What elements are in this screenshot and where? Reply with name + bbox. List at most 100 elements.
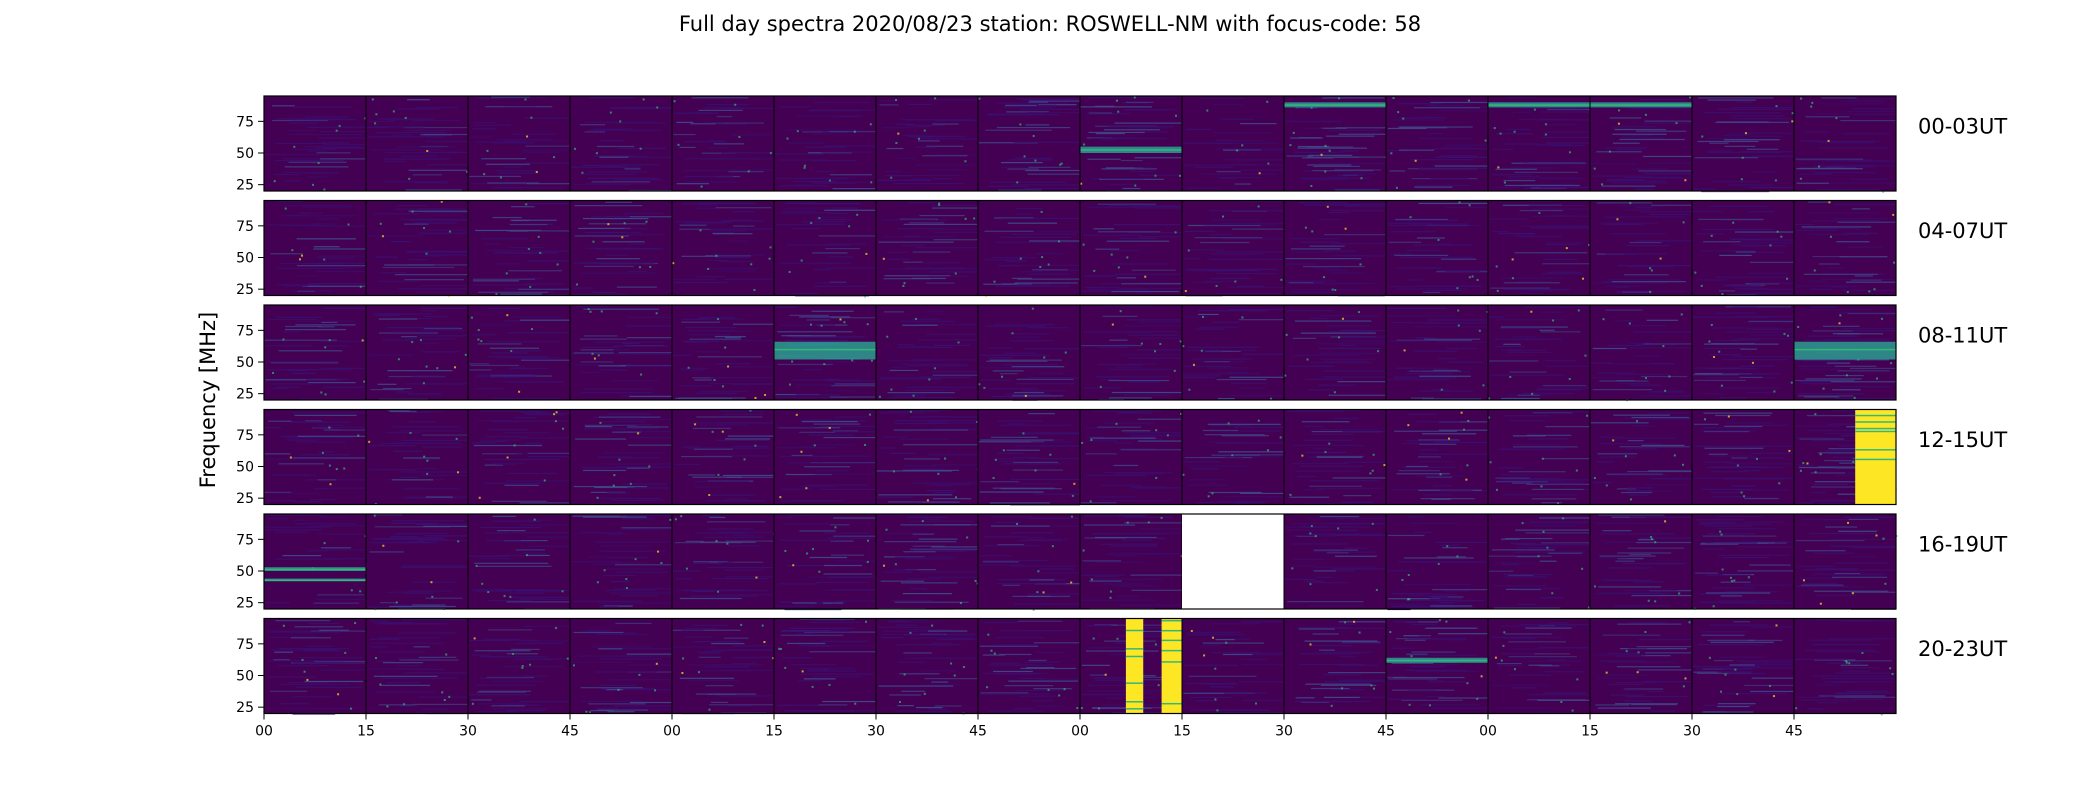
noise-streak	[1445, 144, 1488, 146]
noise-streak	[289, 134, 363, 136]
noise-streak	[1298, 137, 1321, 139]
noise-streak	[676, 121, 694, 124]
noise-streak	[296, 686, 363, 688]
spectrum-cell	[1181, 618, 1285, 714]
noise-streak	[1539, 517, 1590, 519]
noise-streak	[1622, 689, 1641, 691]
noise-streak	[1633, 331, 1692, 333]
signal-speck	[1495, 488, 1498, 491]
noise-streak	[1605, 281, 1667, 284]
signal-speck	[475, 564, 478, 567]
noise-streak	[498, 357, 561, 359]
noise-streak	[491, 352, 528, 354]
noise-streak	[1710, 471, 1748, 473]
signal-speck	[1440, 388, 1443, 391]
noise-streak	[1419, 375, 1471, 377]
noise-streak	[1712, 181, 1762, 183]
signal-speck	[575, 283, 578, 286]
signal-speck	[1182, 473, 1185, 476]
noise-streak	[1649, 390, 1684, 392]
noise-streak	[1847, 312, 1896, 315]
noise-streak	[1338, 133, 1386, 135]
signal-speck	[1845, 660, 1848, 663]
signal-speck	[1326, 205, 1329, 208]
signal-speck	[510, 350, 513, 353]
noise-streak	[1084, 515, 1146, 517]
noise-streak	[1100, 138, 1117, 140]
noise-streak	[1300, 241, 1340, 243]
noise-streak	[685, 540, 704, 542]
noise-streak	[1328, 129, 1380, 132]
noise-streak	[1821, 677, 1895, 680]
noise-streak	[888, 619, 929, 621]
noise-streak	[1752, 664, 1792, 666]
spectrum-cell	[1691, 200, 1795, 296]
noise-streak	[1084, 537, 1127, 539]
noise-streak	[1427, 681, 1466, 683]
spectrum-cell	[1589, 95, 1693, 192]
noise-streak	[1731, 457, 1748, 459]
noise-streak	[478, 690, 531, 692]
noise-streak	[1137, 679, 1182, 681]
noise-streak	[803, 335, 867, 338]
noise-streak	[1698, 97, 1774, 99]
noise-streak	[1241, 658, 1268, 660]
noise-streak	[932, 154, 978, 156]
noise-streak	[1648, 162, 1692, 164]
noise-streak	[1118, 532, 1181, 534]
noise-streak	[834, 383, 876, 385]
noise-streak	[727, 435, 774, 437]
signal-speck	[509, 595, 512, 598]
signal-speck	[477, 329, 480, 332]
signal-speck	[455, 437, 458, 440]
noise-streak	[1388, 678, 1438, 680]
noise-streak	[1710, 641, 1774, 643]
noise-streak	[1739, 376, 1763, 379]
noise-streak	[1853, 698, 1884, 700]
noise-streak	[1080, 106, 1152, 108]
noise-streak	[1828, 452, 1879, 455]
noise-streak	[313, 426, 366, 429]
signal-speck	[1538, 211, 1541, 214]
signal-speck	[539, 251, 542, 254]
signal-speck	[487, 591, 490, 594]
noise-streak	[1014, 157, 1052, 159]
noise-streak	[1183, 365, 1232, 368]
noise-streak	[689, 318, 744, 320]
signal-speck	[1207, 495, 1210, 498]
noise-streak	[1296, 475, 1317, 478]
signal-speck	[795, 413, 798, 416]
noise-streak	[1029, 579, 1055, 581]
noise-streak	[504, 484, 539, 486]
noise-streak	[1391, 662, 1434, 664]
noise-streak	[1695, 279, 1727, 281]
noise-streak	[774, 153, 824, 155]
signal-speck	[1890, 362, 1893, 365]
noise-streak	[1415, 337, 1437, 339]
noise-streak	[788, 462, 822, 464]
noise-streak	[403, 457, 441, 459]
noise-streak	[488, 600, 532, 602]
burst-gap	[1125, 682, 1144, 684]
noise-streak	[1018, 539, 1063, 542]
noise-streak	[1810, 288, 1832, 291]
noise-streak	[484, 482, 541, 484]
noise-streak	[824, 710, 876, 712]
noise-streak	[476, 691, 527, 693]
noise-streak	[1711, 455, 1757, 457]
noise-streak	[1612, 233, 1667, 235]
noise-streak	[927, 708, 948, 710]
noise-streak	[1497, 480, 1563, 482]
signal-speck	[1257, 419, 1260, 422]
noise-streak	[795, 384, 841, 386]
signal-speck	[454, 366, 457, 369]
noise-streak	[1522, 522, 1588, 524]
signal-speck	[323, 542, 326, 545]
signal-speck	[1708, 656, 1711, 659]
noise-streak	[1398, 470, 1440, 472]
noise-streak	[1417, 456, 1441, 458]
noise-streak	[931, 681, 949, 683]
noise-streak	[477, 703, 527, 705]
noise-streak	[386, 431, 421, 434]
signal-speck	[572, 664, 575, 667]
